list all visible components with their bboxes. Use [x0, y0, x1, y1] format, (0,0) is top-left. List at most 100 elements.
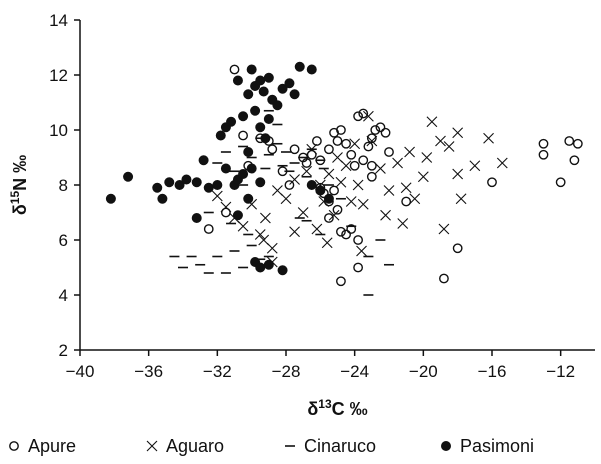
aguaro-point: [392, 157, 403, 169]
pasimoni-point: [277, 265, 288, 276]
apure-point: [349, 160, 360, 171]
data-points: [105, 61, 583, 296]
aguaro-point: [417, 171, 429, 183]
legend-marker-pasimoni: [441, 441, 451, 451]
apure-point: [336, 226, 346, 237]
aguaro-point: [289, 174, 300, 185]
legend-label-aguaro: Aguaro: [166, 436, 224, 456]
y-axis-title-superscript: 15: [8, 191, 22, 205]
pasimoni-point: [294, 61, 305, 72]
y-tick-label: 12: [49, 66, 68, 85]
aguaro-point: [297, 207, 309, 218]
aguaro-point: [328, 209, 340, 221]
apure-point: [366, 133, 377, 144]
aguaro-point: [352, 179, 364, 191]
aguaro-point: [400, 182, 412, 194]
x-axis-ticks: −40 −36 −32 −28 −24 −20 −16 −12: [66, 350, 575, 381]
pasimoni-point: [255, 122, 266, 133]
pasimoni-point: [212, 180, 223, 190]
pasimoni-point: [226, 116, 237, 127]
aguaro-point: [443, 141, 455, 152]
pasimoni-point: [263, 259, 274, 270]
pasimoni-point: [260, 133, 271, 144]
apure-point: [366, 160, 377, 171]
aguaro-point: [345, 196, 357, 207]
pasimoni-point: [284, 78, 295, 89]
apure-point: [353, 235, 363, 245]
aguaro-point: [455, 193, 467, 205]
apure-point: [324, 213, 334, 223]
aguaro-point: [254, 229, 266, 240]
aguaro-point: [357, 198, 369, 210]
legend-label-apure: Apure: [28, 436, 76, 456]
pasimoni-point: [157, 193, 168, 204]
pasimoni-point: [238, 111, 249, 122]
apure-point: [401, 196, 412, 207]
pasimoni-point: [174, 180, 185, 190]
aguaro-point: [311, 223, 323, 235]
x-axis-title-delta: δ: [307, 399, 318, 419]
x-tick-label: −36: [134, 362, 163, 381]
apure-point: [332, 136, 343, 146]
pasimoni-point: [243, 89, 254, 100]
aguaro-point: [452, 127, 464, 139]
pasimoni-point: [323, 193, 334, 204]
y-tick-label: 8: [59, 176, 68, 195]
pasimoni-point: [191, 213, 202, 223]
aguaro-point: [438, 223, 450, 235]
pasimoni-point: [243, 147, 254, 157]
apure-point: [267, 144, 278, 155]
y-axis-title-text: N ‰: [10, 155, 30, 191]
pasimoni-point: [272, 100, 283, 111]
aguaro-point: [237, 220, 249, 232]
pasimoni-point: [203, 182, 214, 193]
aguaro-point: [356, 245, 367, 257]
apure-point: [301, 158, 312, 168]
aguaro-point: [258, 234, 270, 246]
pasimoni-point: [220, 163, 231, 174]
aguaro-point: [421, 152, 433, 163]
pasimoni-point: [250, 105, 261, 116]
apure-point: [289, 144, 300, 155]
pasimoni-point: [277, 83, 288, 94]
pasimoni-point: [263, 114, 274, 124]
aguaro-point: [289, 226, 300, 238]
y-tick-label: 4: [59, 286, 68, 305]
x-axis-title-superscript: 13: [318, 397, 332, 411]
apure-point: [353, 111, 363, 122]
aguaro-point: [483, 132, 494, 144]
pasimoni-point: [246, 64, 257, 75]
pasimoni-point: [232, 210, 243, 221]
apure-point: [203, 224, 214, 234]
pasimoni-point: [306, 180, 317, 190]
apure-point: [555, 177, 566, 188]
aguaro-point: [272, 185, 283, 196]
apure-point: [452, 243, 463, 254]
y-tick-label: 14: [49, 11, 68, 30]
aguaro-point: [220, 201, 232, 213]
x-tick-label: −32: [203, 362, 232, 381]
pasimoni-point: [181, 174, 192, 185]
y-tick-label: 10: [49, 121, 68, 140]
aguaro-point: [211, 190, 223, 202]
apure-point: [229, 64, 240, 75]
aguaro-point: [301, 165, 312, 177]
apure-point: [336, 276, 346, 287]
legend-item-apure: Apure: [9, 436, 76, 456]
apure-point: [346, 224, 357, 234]
aguaro-point: [383, 185, 395, 196]
aguaro-point: [349, 138, 361, 150]
aguaro-point: [321, 237, 333, 249]
pasimoni-point: [255, 177, 266, 188]
apure-point: [439, 273, 449, 284]
legend-item-cinaruco: Cinaruco: [285, 436, 376, 456]
x-tick-label: −40: [66, 362, 95, 381]
aguaro-point: [266, 242, 278, 254]
x-axis-title: δ13C ‰: [307, 397, 367, 419]
aguaro-point: [380, 209, 391, 221]
apure-point: [341, 229, 351, 240]
pasimoni-point: [164, 177, 175, 188]
apure-point: [238, 130, 248, 141]
aguaro-point: [409, 193, 421, 205]
pasimoni-point: [152, 182, 163, 193]
